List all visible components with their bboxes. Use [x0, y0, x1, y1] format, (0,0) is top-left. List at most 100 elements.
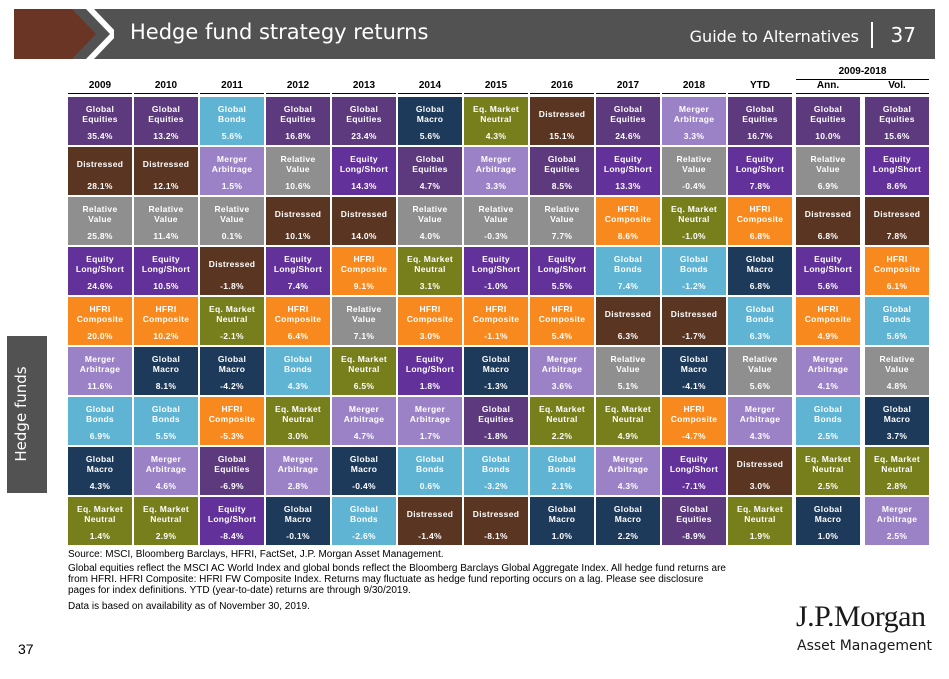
strategy-cell: Global Macro -0.1%: [266, 497, 330, 545]
return-value: 6.8%: [817, 231, 839, 241]
return-value: 7.8%: [749, 181, 771, 191]
strategy-name: Merger Arbitrage: [211, 154, 253, 174]
strategy-name: Distressed: [208, 259, 256, 269]
return-value: 10.2%: [153, 331, 179, 341]
footnote-line-2: from HFRI. HFRI Composite: HFRI FW Compo…: [68, 574, 704, 585]
strategy-name: Equity Long/Short: [471, 254, 521, 274]
strategy-name: Merger Arbitrage: [541, 354, 583, 374]
strategy-name: Merger Arbitrage: [145, 454, 187, 474]
strategy-cell: Merger Arbitrage 3.3%: [662, 97, 726, 145]
return-value: -2.1%: [220, 331, 244, 341]
strategy-name: Relative Value: [544, 204, 580, 224]
strategy-name: HFRI Composite: [274, 304, 322, 324]
strategy-cell: Global Equities 24.6%: [596, 97, 660, 145]
strategy-cell: HFRI Composite 3.0%: [398, 297, 462, 345]
strategy-cell: Global Equities 4.7%: [398, 147, 462, 195]
strategy-name: HFRI Composite: [873, 254, 921, 274]
strategy-cell: Eq. Market Neutral 2.9%: [134, 497, 198, 545]
return-value: 1.0%: [817, 531, 839, 541]
strategy-cell: Global Equities -6.9%: [200, 447, 264, 495]
strategy-cell: Merger Arbitrage 11.6%: [68, 347, 132, 395]
return-value: -1.0%: [682, 231, 706, 241]
return-value: 5.6%: [221, 131, 243, 141]
strategy-cell: HFRI Composite 6.8%: [728, 197, 792, 245]
return-value: 13.2%: [153, 131, 179, 141]
column-header-vol-: Vol.: [888, 80, 906, 91]
return-value: 3.0%: [287, 431, 309, 441]
strategy-name: Global Bonds: [679, 254, 709, 274]
source-note: Source: MSCI, Bloomberg Barclays, HFRI, …: [68, 549, 444, 560]
strategy-name: HFRI Composite: [670, 404, 718, 424]
return-value: 23.4%: [351, 131, 377, 141]
return-value: -8.4%: [220, 531, 244, 541]
sidebar-label: Hedge funds: [12, 366, 30, 462]
return-value: 6.3%: [617, 331, 639, 341]
column-header-2011: 2011: [221, 80, 243, 91]
strategy-cell: Eq. Market Neutral 4.3%: [464, 97, 528, 145]
strategy-name: Eq. Market Neutral: [77, 504, 123, 524]
strategy-name: HFRI Composite: [472, 304, 520, 324]
strategy-cell: HFRI Composite 5.4%: [530, 297, 594, 345]
strategy-cell: Global Bonds 0.6%: [398, 447, 462, 495]
strategy-name: Global Bonds: [882, 304, 912, 324]
strategy-name: Distressed: [142, 159, 190, 169]
column-header-2010: 2010: [154, 80, 178, 91]
strategy-name: Global Bonds: [415, 454, 445, 474]
strategy-name: Global Equities: [810, 104, 846, 124]
strategy-name: Global Macro: [613, 504, 643, 524]
return-value: 25.8%: [87, 231, 113, 241]
strategy-name: Merger Arbitrage: [807, 354, 849, 374]
strategy-cell: HFRI Composite -1.1%: [464, 297, 528, 345]
strategy-name: HFRI Composite: [604, 204, 652, 224]
strategy-name: Global Equities: [676, 504, 712, 524]
strategy-cell: Global Equities 8.5%: [530, 147, 594, 195]
return-value: 6.8%: [749, 281, 771, 291]
return-value: -5.3%: [220, 431, 244, 441]
strategy-name: Global Macro: [679, 354, 709, 374]
strategy-cell: Merger Arbitrage 3.3%: [464, 147, 528, 195]
strategy-cell: Global Bonds -3.2%: [464, 447, 528, 495]
return-value: 1.7%: [419, 431, 441, 441]
strategy-cell: Global Macro 6.8%: [728, 247, 792, 295]
column-header-2018: 2018: [682, 80, 706, 91]
strategy-cell: Merger Arbitrage 4.3%: [728, 397, 792, 445]
sidebar-tab: [7, 336, 47, 493]
column-underline: [464, 93, 528, 94]
return-value: 5.1%: [617, 381, 639, 391]
return-value: 15.6%: [884, 131, 910, 141]
strategy-name: Global Bonds: [283, 354, 313, 374]
strategy-cell: Eq. Market Neutral 2.8%: [865, 447, 929, 495]
return-value: 4.6%: [155, 481, 177, 491]
strategy-cell: Equity Long/Short -8.4%: [200, 497, 264, 545]
strategy-name: Eq. Market Neutral: [143, 504, 189, 524]
strategy-cell: Eq. Market Neutral -1.0%: [662, 197, 726, 245]
strategy-cell: HFRI Composite 4.9%: [796, 297, 860, 345]
strategy-cell: Eq. Market Neutral 3.1%: [398, 247, 462, 295]
column-header-2016: 2016: [550, 80, 574, 91]
strategy-cell: Relative Value 7.1%: [332, 297, 396, 345]
strategy-cell: Merger Arbitrage 4.6%: [134, 447, 198, 495]
strategy-cell: Relative Value 25.8%: [68, 197, 132, 245]
strategy-name: Equity Long/Short: [803, 254, 853, 274]
strategy-name: Global Macro: [745, 254, 775, 274]
strategy-cell: Distressed 14.0%: [332, 197, 396, 245]
strategy-cell: Relative Value 4.0%: [398, 197, 462, 245]
return-value: 1.8%: [419, 381, 441, 391]
strategy-cell: Eq. Market Neutral 2.5%: [796, 447, 860, 495]
return-value: 4.3%: [89, 481, 111, 491]
strategy-name: Eq. Market Neutral: [209, 304, 255, 324]
strategy-cell: Eq. Market Neutral 6.5%: [332, 347, 396, 395]
return-value: 10.5%: [153, 281, 179, 291]
strategy-cell: Global Macro 5.6%: [398, 97, 462, 145]
strategy-name: Relative Value: [478, 204, 514, 224]
return-value: 6.9%: [817, 181, 839, 191]
strategy-name: Global Bonds: [85, 404, 115, 424]
return-value: -0.3%: [484, 231, 508, 241]
data-availability-note: Data is based on availability as of Nove…: [68, 601, 310, 612]
strategy-name: Relative Value: [610, 354, 646, 374]
strategy-name: Distressed: [736, 459, 784, 469]
header-page-number: 37: [890, 23, 916, 47]
return-value: 15.1%: [549, 131, 575, 141]
column-header-2014: 2014: [418, 80, 442, 91]
strategy-name: Equity Long/Short: [735, 154, 785, 174]
